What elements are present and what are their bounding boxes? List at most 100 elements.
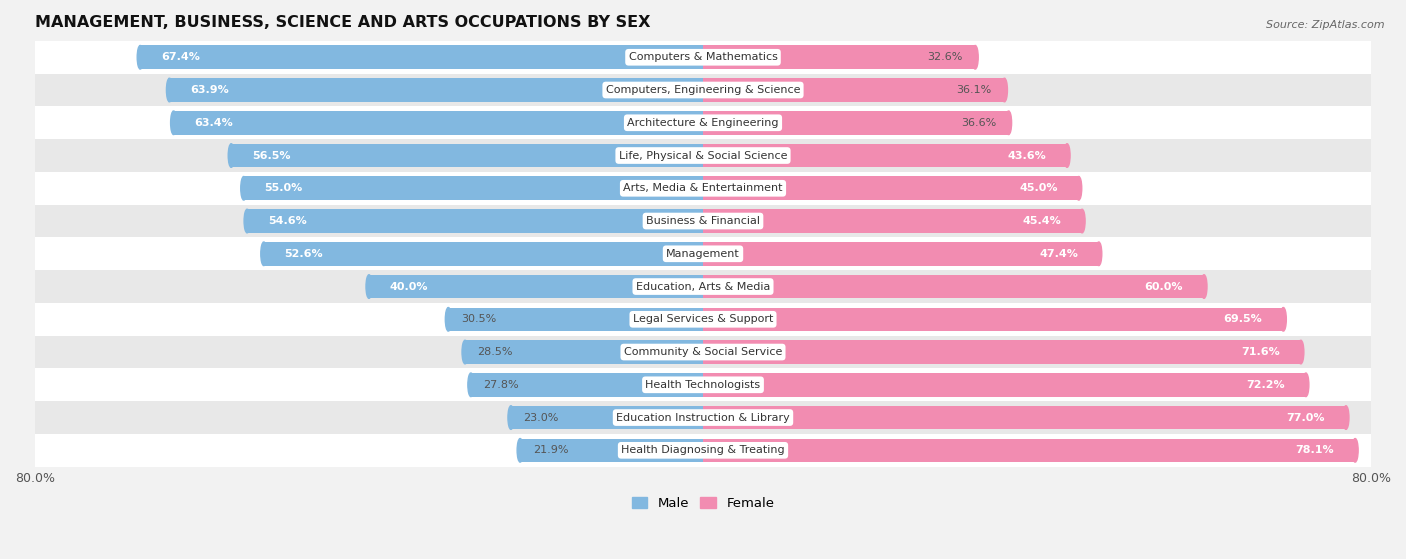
Text: 71.6%: 71.6% — [1241, 347, 1279, 357]
Bar — [449, 307, 703, 331]
Circle shape — [260, 242, 267, 266]
Bar — [703, 144, 1067, 167]
Text: 54.6%: 54.6% — [269, 216, 307, 226]
Circle shape — [1298, 340, 1303, 364]
Circle shape — [1064, 144, 1070, 167]
Bar — [703, 209, 1083, 233]
Text: 23.0%: 23.0% — [523, 413, 558, 423]
Bar — [703, 307, 1284, 331]
Legend: Male, Female: Male, Female — [626, 492, 780, 515]
Text: 63.4%: 63.4% — [194, 118, 233, 128]
Bar — [35, 139, 1371, 172]
Bar — [703, 406, 1346, 429]
Text: Legal Services & Support: Legal Services & Support — [633, 314, 773, 324]
Circle shape — [446, 307, 451, 331]
Text: MANAGEMENT, BUSINESS, SCIENCE AND ARTS OCCUPATIONS BY SEX: MANAGEMENT, BUSINESS, SCIENCE AND ARTS O… — [35, 15, 651, 30]
Bar — [703, 340, 1301, 364]
Circle shape — [366, 275, 373, 299]
Text: 67.4%: 67.4% — [162, 52, 200, 62]
Bar — [35, 74, 1371, 106]
Bar — [231, 144, 703, 167]
Text: 45.4%: 45.4% — [1022, 216, 1062, 226]
Circle shape — [1078, 209, 1085, 233]
Text: 47.4%: 47.4% — [1039, 249, 1078, 259]
Circle shape — [1001, 78, 1008, 102]
Text: Management: Management — [666, 249, 740, 259]
Bar — [35, 172, 1371, 205]
Bar — [243, 177, 703, 200]
Bar — [35, 238, 1371, 270]
Circle shape — [240, 177, 247, 200]
Text: 60.0%: 60.0% — [1144, 282, 1182, 292]
Circle shape — [1353, 438, 1358, 462]
Circle shape — [245, 209, 250, 233]
Text: Education, Arts & Media: Education, Arts & Media — [636, 282, 770, 292]
Bar — [703, 177, 1078, 200]
Bar — [510, 406, 703, 429]
Text: 36.6%: 36.6% — [960, 118, 995, 128]
Circle shape — [1005, 111, 1011, 135]
Circle shape — [1095, 242, 1102, 266]
Bar — [35, 106, 1371, 139]
Bar — [703, 242, 1099, 266]
Text: Architecture & Engineering: Architecture & Engineering — [627, 118, 779, 128]
Circle shape — [508, 406, 515, 429]
Text: 36.1%: 36.1% — [956, 85, 991, 95]
Text: 77.0%: 77.0% — [1286, 413, 1324, 423]
Text: 27.8%: 27.8% — [484, 380, 519, 390]
Circle shape — [972, 45, 979, 69]
Bar — [703, 111, 1008, 135]
Bar — [520, 438, 703, 462]
Text: Computers, Engineering & Science: Computers, Engineering & Science — [606, 85, 800, 95]
Bar — [471, 373, 703, 396]
Circle shape — [138, 45, 143, 69]
Text: 72.2%: 72.2% — [1246, 380, 1285, 390]
Circle shape — [468, 373, 474, 396]
Text: 69.5%: 69.5% — [1223, 314, 1263, 324]
Circle shape — [166, 78, 173, 102]
Text: 21.9%: 21.9% — [533, 446, 568, 456]
Text: 40.0%: 40.0% — [389, 282, 429, 292]
Bar — [368, 275, 703, 299]
Text: 63.9%: 63.9% — [190, 85, 229, 95]
Circle shape — [517, 438, 523, 462]
Circle shape — [1201, 275, 1206, 299]
Text: Health Technologists: Health Technologists — [645, 380, 761, 390]
Bar — [703, 45, 976, 69]
Bar — [465, 340, 703, 364]
Bar — [35, 270, 1371, 303]
Text: Arts, Media & Entertainment: Arts, Media & Entertainment — [623, 183, 783, 193]
Bar — [247, 209, 703, 233]
Bar — [35, 205, 1371, 238]
Bar — [703, 373, 1306, 396]
Text: 45.0%: 45.0% — [1019, 183, 1057, 193]
Bar — [35, 434, 1371, 467]
Text: 32.6%: 32.6% — [928, 52, 963, 62]
Text: 30.5%: 30.5% — [461, 314, 496, 324]
Text: 52.6%: 52.6% — [284, 249, 323, 259]
Bar — [35, 303, 1371, 335]
Circle shape — [170, 111, 177, 135]
Bar — [35, 368, 1371, 401]
Text: Health Diagnosing & Treating: Health Diagnosing & Treating — [621, 446, 785, 456]
Bar — [141, 45, 703, 69]
Text: 78.1%: 78.1% — [1296, 446, 1334, 456]
Bar — [703, 78, 1004, 102]
Bar — [35, 41, 1371, 74]
Bar — [264, 242, 703, 266]
Text: 28.5%: 28.5% — [478, 347, 513, 357]
Text: Community & Social Service: Community & Social Service — [624, 347, 782, 357]
Circle shape — [1281, 307, 1286, 331]
Text: Business & Financial: Business & Financial — [645, 216, 761, 226]
Circle shape — [1343, 406, 1348, 429]
Text: 56.5%: 56.5% — [252, 150, 291, 160]
Bar — [170, 78, 703, 102]
Circle shape — [1303, 373, 1309, 396]
Bar — [35, 401, 1371, 434]
Text: 43.6%: 43.6% — [1008, 150, 1046, 160]
Circle shape — [1076, 177, 1081, 200]
Bar — [703, 275, 1204, 299]
Text: 55.0%: 55.0% — [264, 183, 302, 193]
Bar — [35, 335, 1371, 368]
Text: Source: ZipAtlas.com: Source: ZipAtlas.com — [1267, 20, 1385, 30]
